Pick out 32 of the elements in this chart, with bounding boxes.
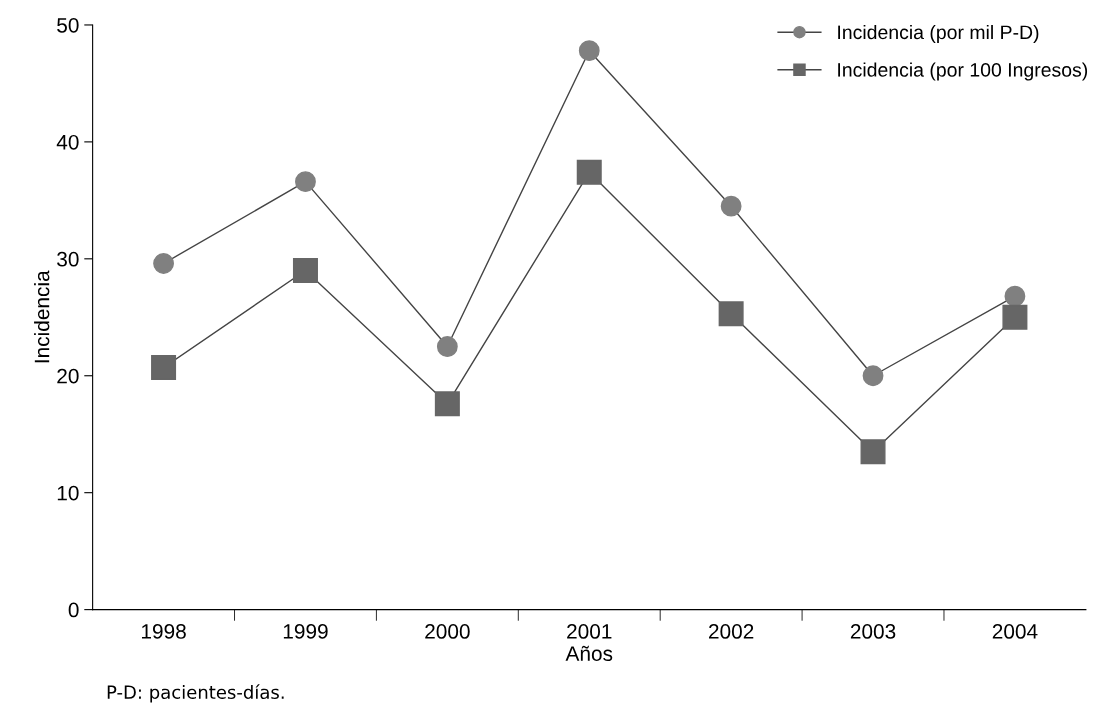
- y-tick-label: 30: [57, 251, 79, 267]
- x-tick-label: 1999: [283, 624, 328, 639]
- y-tick-label: 50: [57, 17, 79, 33]
- legend-label: Incidencia (por mil P-D): [838, 24, 1039, 44]
- point: [862, 365, 884, 387]
- x-tick-label: 1998: [141, 624, 186, 639]
- point: [1002, 304, 1028, 330]
- point: [860, 439, 886, 465]
- point: [151, 355, 177, 381]
- point: [434, 391, 460, 417]
- y-tick-label: 10: [57, 485, 79, 501]
- point: [295, 171, 316, 193]
- y-tick-label: 40: [56, 134, 79, 150]
- point: [436, 336, 458, 357]
- point: [718, 301, 744, 327]
- point: [578, 40, 600, 62]
- x-tick-label: 2004: [992, 624, 1038, 639]
- legend-label: Incidencia (por 100 Ingresos): [838, 62, 1088, 81]
- point: [1004, 285, 1026, 307]
- x-tick-label: 2003: [850, 624, 896, 639]
- y-tick-label: 0: [68, 602, 79, 618]
- x-axis-title: Años: [565, 645, 613, 662]
- x-tick-label: 2000: [425, 624, 470, 639]
- text: P-D: pacientes-días.: [107, 684, 284, 703]
- point: [576, 159, 602, 185]
- point: [153, 253, 174, 274]
- point: [292, 258, 318, 284]
- x-tick-label: 2001: [567, 624, 612, 639]
- x-tick-label: 2002: [709, 624, 754, 639]
- y-tick-label: 20: [57, 368, 79, 384]
- y-axis-title: Incidencia: [34, 270, 50, 363]
- point: [720, 195, 742, 217]
